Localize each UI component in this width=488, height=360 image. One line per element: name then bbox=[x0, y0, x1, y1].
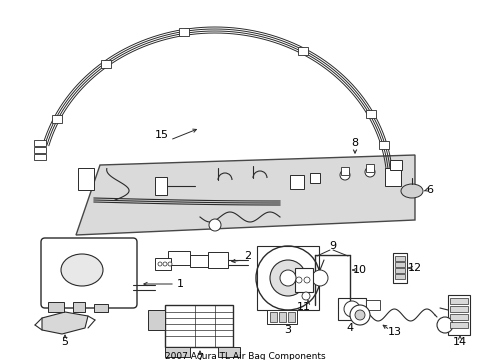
Bar bbox=[389, 160, 401, 170]
Circle shape bbox=[304, 277, 309, 283]
Text: 2007 Acura TL Air Bag Components
Reel Assembly, Cable (Furukawa)
Diagram for 779: 2007 Acura TL Air Bag Components Reel As… bbox=[164, 352, 325, 360]
Bar bbox=[365, 300, 379, 310]
Text: 7: 7 bbox=[196, 353, 203, 360]
Text: 11: 11 bbox=[296, 302, 310, 312]
Bar bbox=[309, 173, 319, 183]
Circle shape bbox=[163, 262, 167, 266]
Text: 1: 1 bbox=[176, 279, 183, 289]
Circle shape bbox=[295, 277, 302, 283]
Text: 2: 2 bbox=[244, 251, 251, 261]
Polygon shape bbox=[76, 155, 414, 235]
Text: 8: 8 bbox=[351, 138, 358, 148]
Bar bbox=[449, 298, 467, 304]
Bar bbox=[34, 140, 46, 146]
Bar bbox=[34, 147, 46, 153]
Text: 14: 14 bbox=[452, 337, 466, 347]
Bar bbox=[51, 115, 61, 123]
Text: 5: 5 bbox=[61, 337, 68, 347]
Bar bbox=[337, 298, 365, 320]
Bar bbox=[378, 140, 388, 149]
Bar bbox=[365, 110, 375, 118]
Text: 9: 9 bbox=[329, 241, 336, 251]
Bar bbox=[148, 310, 164, 330]
Bar bbox=[164, 347, 190, 357]
Bar bbox=[73, 302, 85, 312]
Circle shape bbox=[280, 270, 295, 286]
Bar bbox=[266, 310, 296, 324]
Ellipse shape bbox=[400, 184, 422, 198]
Bar bbox=[340, 167, 348, 175]
Bar bbox=[78, 168, 94, 190]
Text: 3: 3 bbox=[284, 325, 291, 335]
FancyBboxPatch shape bbox=[41, 238, 137, 308]
Bar bbox=[394, 274, 404, 279]
Circle shape bbox=[302, 292, 309, 300]
Bar bbox=[48, 302, 64, 312]
Bar bbox=[394, 268, 404, 273]
Circle shape bbox=[208, 219, 221, 231]
Bar bbox=[384, 168, 400, 186]
Circle shape bbox=[256, 246, 319, 310]
Bar bbox=[269, 312, 276, 322]
Bar bbox=[298, 47, 308, 55]
Circle shape bbox=[269, 260, 305, 296]
Bar bbox=[168, 251, 190, 265]
Circle shape bbox=[168, 262, 172, 266]
Text: 10: 10 bbox=[352, 265, 366, 275]
Bar bbox=[365, 164, 373, 172]
Bar bbox=[279, 312, 285, 322]
Bar bbox=[289, 175, 304, 189]
Bar bbox=[190, 255, 207, 267]
Bar bbox=[449, 322, 467, 328]
Circle shape bbox=[364, 167, 374, 177]
Circle shape bbox=[436, 317, 452, 333]
Circle shape bbox=[354, 310, 364, 320]
Circle shape bbox=[311, 270, 327, 286]
Bar bbox=[94, 304, 108, 312]
Bar bbox=[179, 28, 189, 36]
Text: 4: 4 bbox=[346, 323, 353, 333]
Bar bbox=[155, 177, 167, 195]
Circle shape bbox=[339, 170, 349, 180]
Bar bbox=[164, 305, 232, 347]
Bar bbox=[101, 60, 111, 68]
Bar bbox=[218, 347, 240, 357]
Bar bbox=[447, 295, 469, 335]
Text: 12: 12 bbox=[407, 263, 421, 273]
Ellipse shape bbox=[61, 254, 103, 286]
Bar bbox=[449, 314, 467, 320]
Text: 13: 13 bbox=[387, 327, 401, 337]
Circle shape bbox=[349, 305, 369, 325]
Bar bbox=[394, 256, 404, 261]
Circle shape bbox=[158, 262, 162, 266]
Bar bbox=[394, 262, 404, 267]
Bar bbox=[155, 258, 171, 270]
Polygon shape bbox=[42, 312, 88, 334]
Bar bbox=[294, 268, 312, 292]
Bar bbox=[449, 306, 467, 312]
Bar bbox=[392, 253, 406, 283]
Bar bbox=[257, 246, 318, 310]
Text: 6: 6 bbox=[426, 185, 433, 195]
Bar bbox=[34, 154, 46, 160]
Bar bbox=[207, 252, 227, 268]
Text: 15: 15 bbox=[155, 130, 169, 140]
Circle shape bbox=[343, 301, 359, 317]
Bar bbox=[287, 312, 294, 322]
